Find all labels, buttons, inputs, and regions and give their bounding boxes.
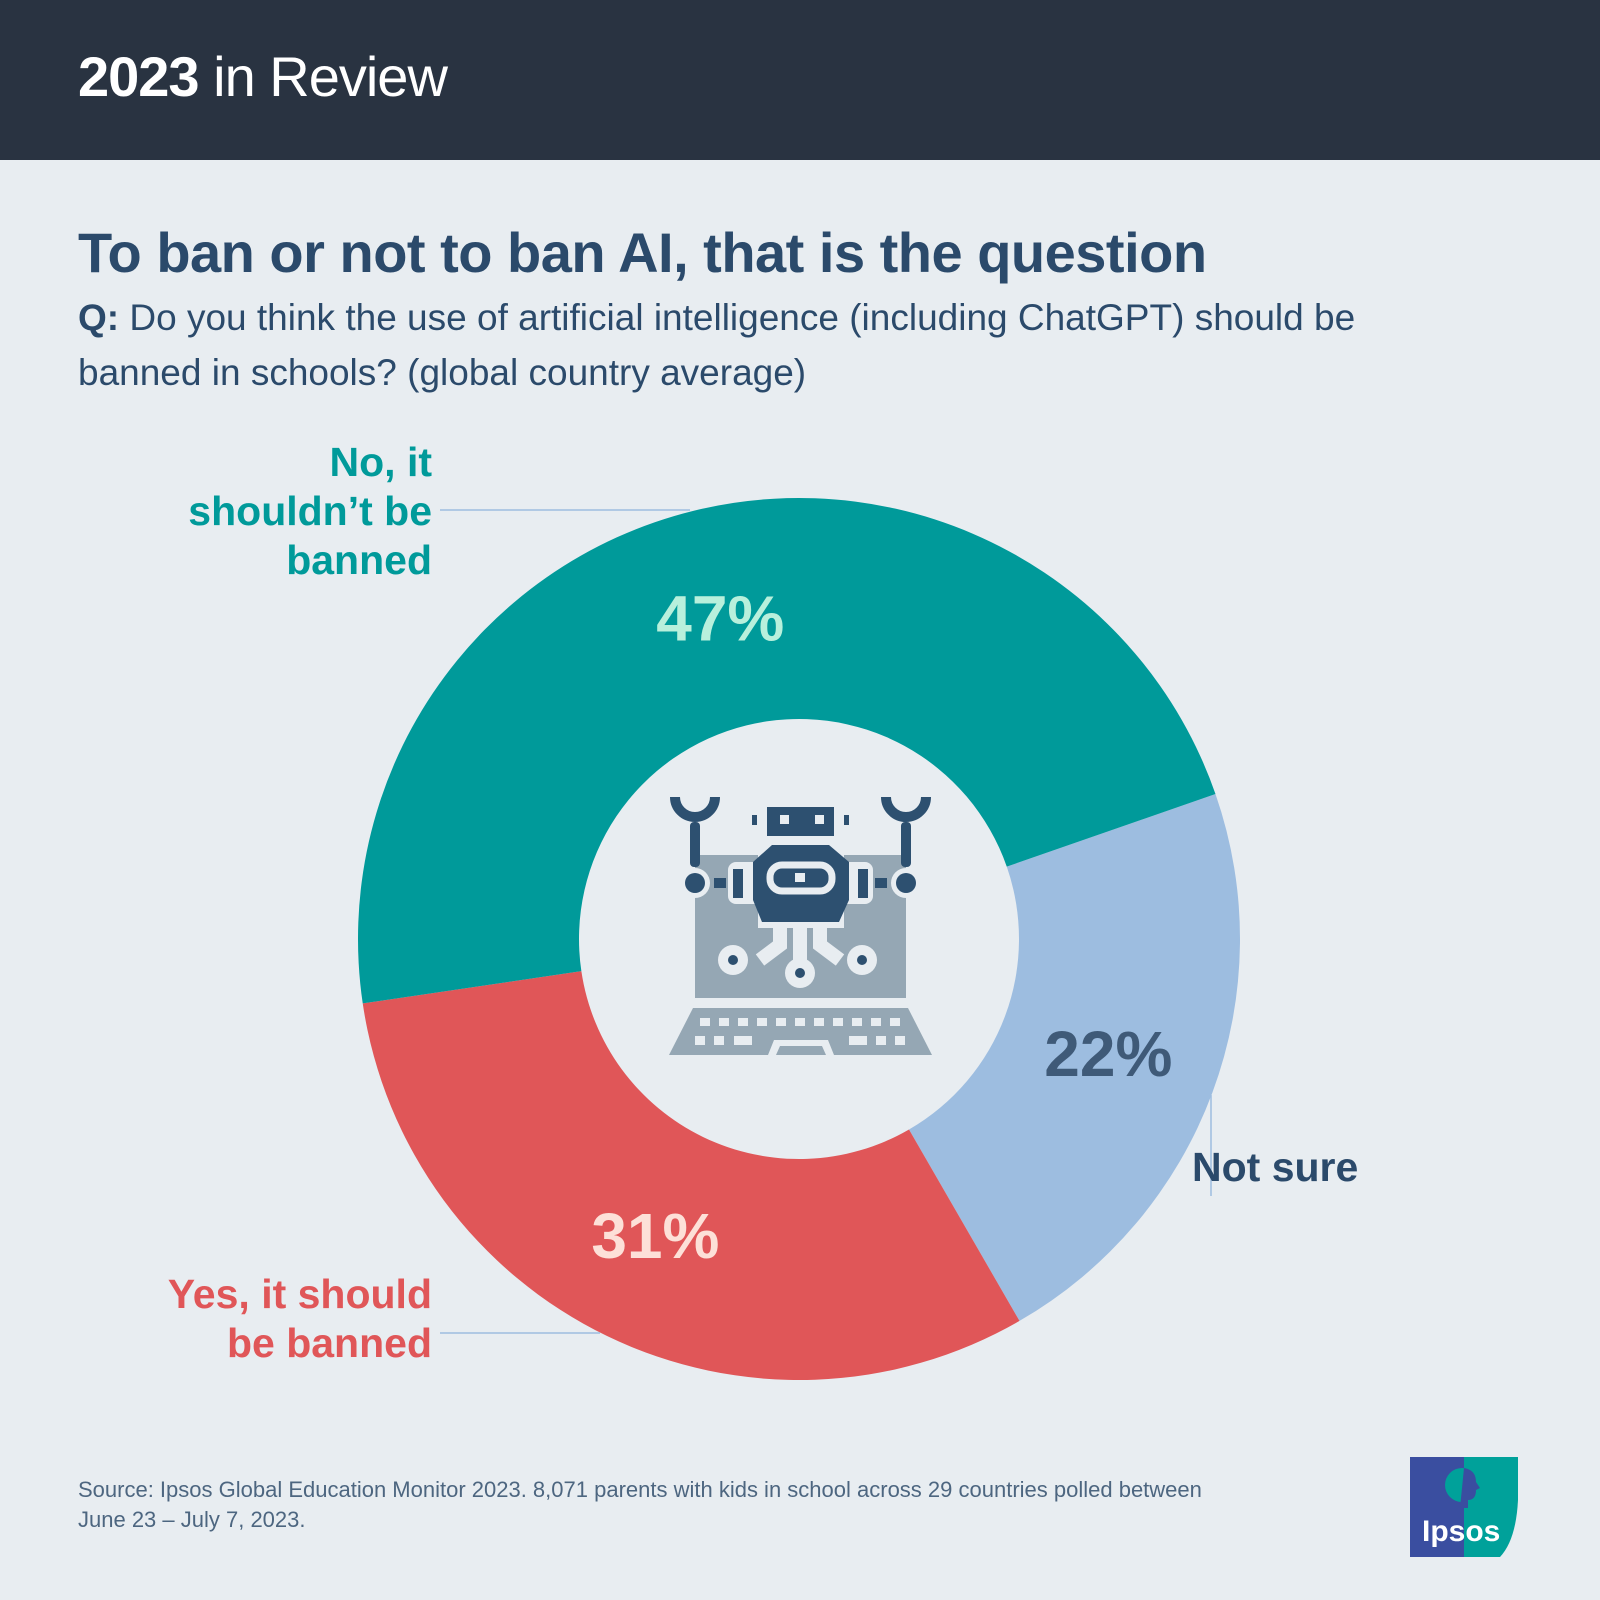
question-body: Do you think the use of artificial intel… xyxy=(78,297,1356,393)
value-label: 31% xyxy=(591,1200,719,1272)
source-note: Source: Ipsos Global Education Monitor 2… xyxy=(78,1477,1202,1532)
label-yes-banned: Yes, it should be banned xyxy=(168,1270,432,1368)
label-not-sure: Not sure xyxy=(1192,1144,1359,1190)
chart-title: To ban or not to ban AI, that is the que… xyxy=(78,221,1207,284)
slice-yes-it-should-be-banned xyxy=(362,971,1020,1380)
header-title: 2023 in Review xyxy=(78,44,448,109)
label-yes-line2: be banned xyxy=(226,1320,432,1366)
label-no-line1: No, it xyxy=(329,439,432,485)
slice-not-sure xyxy=(909,793,1240,1321)
question-prefix: Q: xyxy=(78,297,120,338)
header-year: 2023 xyxy=(78,45,200,108)
value-label: 47% xyxy=(656,583,784,655)
robot-laptop-icon xyxy=(669,796,932,1055)
label-no-line2: shouldn’t be xyxy=(188,488,432,534)
header-bar: 2023 in Review xyxy=(0,0,1600,160)
label-yes-line1: Yes, it should xyxy=(167,1271,432,1317)
slice-no-it-shouldn-t-be-banned xyxy=(357,497,1216,1004)
question-text: Q: Do you think the use of artificial in… xyxy=(78,290,1378,400)
header-title-rest: in Review xyxy=(198,45,448,108)
value-label: 22% xyxy=(1044,1018,1172,1090)
label-no-line3: banned xyxy=(286,537,432,583)
label-no-not-banned: No, it shouldn’t be banned xyxy=(188,438,432,585)
